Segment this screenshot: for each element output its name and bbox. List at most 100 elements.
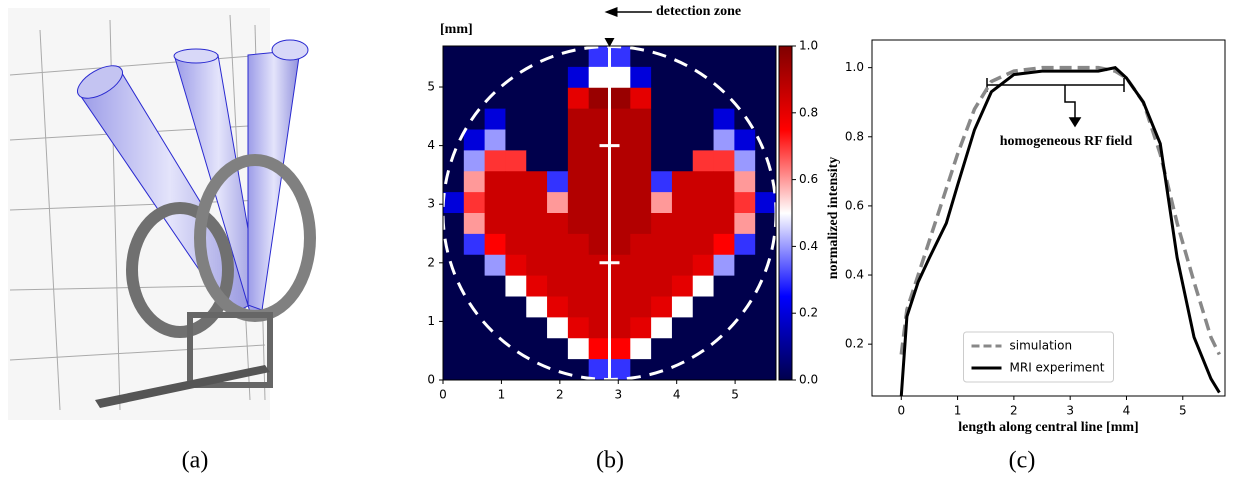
y-tick-label: 0 [427,373,435,387]
heatmap-cell [567,233,590,256]
heatmap-cell [526,233,548,256]
heatmap-cell [484,338,506,360]
heatmap-cell [755,87,777,110]
heatmap-cell [443,275,465,297]
heatmap-cell [713,213,735,235]
heatmap-cell [651,129,673,151]
heatmap-cell [671,296,694,318]
heatmap-cell [463,46,486,68]
heatmap-cell [755,192,777,214]
caption: (c) [1009,448,1036,474]
heatmap-cell [484,87,506,110]
heatmap-cell [609,87,631,110]
detection-arrow [604,38,615,47]
heatmap-cell [692,129,715,151]
heatmap-cell [588,171,610,193]
heatmap-cell [505,129,527,151]
heatmap-cell [526,87,548,110]
heatmap-cell [734,275,756,297]
heatmap-cell [692,296,715,318]
colorbar-tick-label: 0.8 [799,105,818,119]
heatmap-cell [609,213,631,235]
y-tick-label: 0.8 [845,129,864,143]
heatmap-cell [713,275,735,297]
heatmap-cell [651,296,673,318]
heatmap-cell [588,46,610,68]
heatmap-cell [505,275,527,297]
heatmap-cell [713,317,735,339]
heatmap-cell [713,359,735,381]
heatmap-cell [547,171,569,193]
x-tick-label: 2 [556,388,564,402]
heatmap-cell [713,296,735,318]
heatmap-cell [505,296,527,318]
heatmap-cell [463,129,486,151]
heatmap-cell [734,129,756,151]
heatmap-cell [651,254,673,277]
heatmap-cell [484,192,506,214]
heatmap-cell [630,108,652,130]
y-tick-label: 2 [427,255,435,269]
heatmap-cell [651,87,673,110]
heatmap-cell [755,338,777,360]
heatmap-cell [609,338,631,360]
heatmap-cell [692,87,715,110]
heatmap-cell [609,129,631,151]
annotation: homogeneous RF field [1000,134,1133,149]
heatmap-cell [755,296,777,318]
heatmap-cell [526,296,548,318]
heatmap-cell [547,66,569,89]
heatmap-cell [609,46,631,68]
heatmap-cell [671,338,694,360]
heatmap-cell [713,192,735,214]
y-tick-label: 1.0 [845,60,864,74]
y-tick-label: 0.2 [845,337,864,351]
heatmap-cell [443,66,465,89]
heatmap-cell [651,338,673,360]
heatmap-cell [692,171,715,193]
annotation-bracket [986,78,1125,128]
heatmap-cell [755,66,777,89]
heatmap-cell [692,46,715,68]
heatmap-cell [630,296,652,318]
heatmap-cell [443,87,465,110]
heatmap-cell [651,66,673,89]
colorbar-tick-label: 0.6 [799,172,818,186]
heatmap-cell [588,213,610,235]
heatmap-cell [567,213,590,235]
heatmap-cell [567,192,590,214]
heatmap-cell [713,150,735,172]
heatmap-cell [484,108,506,130]
heatmap-cell [609,275,631,297]
x-tick-label: 5 [731,388,739,402]
heatmap-cell [547,233,569,256]
heatmap-cell [505,254,527,277]
heatmap-cell [713,171,735,193]
x-tick-label: 4 [673,388,681,402]
heatmap-cell [526,66,548,89]
heatmap-cell [588,233,610,256]
heatmap-cell [609,66,631,89]
heatmap-cell [734,233,756,256]
heatmap-cell [567,317,590,339]
heatmap-cell [630,275,652,297]
heatmap-cell [692,254,715,277]
heatmap-cell [443,338,465,360]
caption: (a) [182,448,209,474]
heatmap-cell [484,129,506,151]
heatmap-cell [651,108,673,130]
heatmap-cell [463,275,486,297]
heatmap-cell [567,254,590,277]
heatmap-cell [463,296,486,318]
heatmap-cell [734,46,756,68]
heatmap-cell [609,359,631,381]
heatmap-cell [567,66,590,89]
heatmap-cell [547,129,569,151]
heatmap-cell [484,275,506,297]
heatmap-cell [526,171,548,193]
x-tick-label: 1 [498,388,506,402]
heatmap-cell [463,338,486,360]
heatmap-cell [734,213,756,235]
heatmap-cell [630,171,652,193]
x-tick-label: 3 [1066,404,1074,418]
